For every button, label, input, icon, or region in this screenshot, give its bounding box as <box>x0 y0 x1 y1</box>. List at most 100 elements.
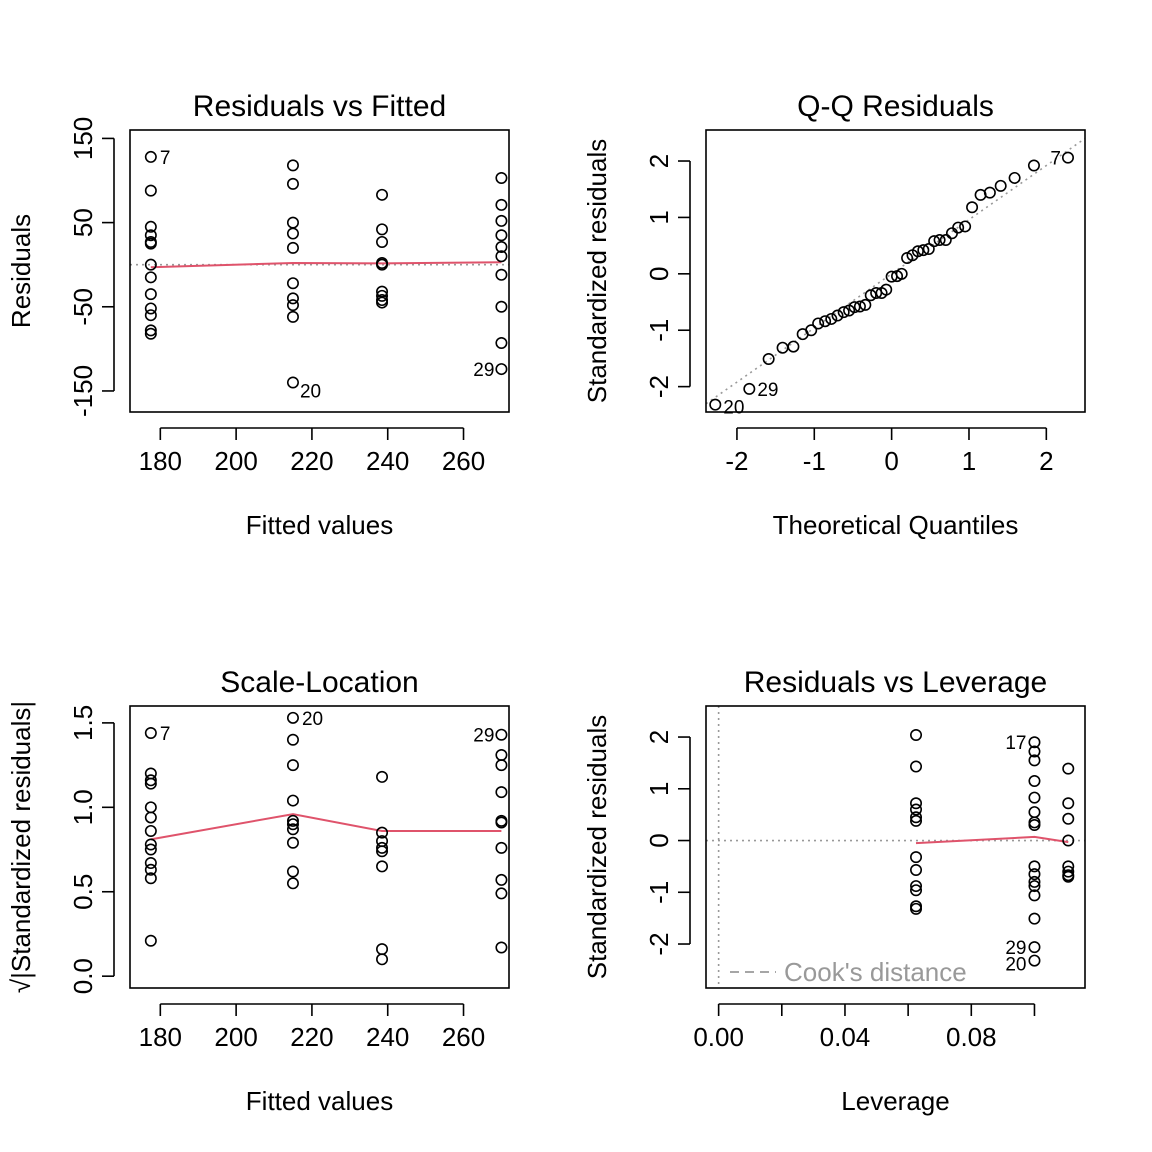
data-point <box>144 774 157 787</box>
panel-title: Residuals vs Leverage <box>744 666 1048 699</box>
data-point <box>994 179 1007 192</box>
data-point <box>1028 889 1041 902</box>
data-point <box>495 748 508 761</box>
x-tick-label: 260 <box>442 446 485 476</box>
data-point <box>812 317 825 330</box>
smooth-line <box>915 835 1069 845</box>
data-point <box>1062 812 1075 825</box>
data-point <box>286 733 299 746</box>
data-point <box>1061 151 1074 164</box>
data-point <box>1028 754 1041 767</box>
data-point <box>831 309 844 322</box>
data-point <box>495 816 508 829</box>
plot-frame <box>129 705 510 989</box>
smooth-line <box>150 813 502 841</box>
data-point <box>895 267 908 280</box>
data-point <box>144 801 157 814</box>
y-axis-label: √|Standardized residuals| <box>6 701 36 993</box>
x-tick-label: 200 <box>214 1022 257 1052</box>
panel-1: 7 20 29 180 200 220 240 260 -150 -50 50 150 Residual… <box>6 90 510 540</box>
panel-title: Scale-Location <box>220 666 418 699</box>
data-point <box>864 289 877 302</box>
x-axis-label: Theoretical Quantiles <box>773 510 1019 540</box>
point-label: 29 <box>1005 938 1026 959</box>
data-point <box>1028 875 1041 888</box>
data-point <box>376 860 389 873</box>
data-point <box>286 836 299 849</box>
legend-label: Cook's distance <box>784 957 967 987</box>
data-point <box>376 841 389 854</box>
legend: Cook's distance <box>730 957 967 987</box>
y-tick-label: -150 <box>68 365 98 417</box>
point-label: 7 <box>160 148 171 169</box>
y-tick-label: 2 <box>644 730 674 744</box>
data-point <box>959 220 972 233</box>
data-point <box>144 302 157 315</box>
data-point <box>1028 806 1041 819</box>
panel-2: 7 29 20 -2 -1 0 1 2 -2 -1 0 1 2 Q-Q Residuals Theoreti… <box>582 90 1086 540</box>
plot-frame <box>705 705 1086 989</box>
data-point <box>286 865 299 878</box>
x-axis-label: Leverage <box>841 1086 949 1116</box>
data-point <box>286 292 299 305</box>
data-point <box>983 186 996 199</box>
plot-frame <box>705 129 1086 413</box>
data-point <box>144 288 157 301</box>
data-point <box>495 229 508 242</box>
y-tick-label: 0 <box>644 267 674 281</box>
point-label: 20 <box>1005 955 1026 976</box>
point-label: 20 <box>723 398 744 419</box>
data-point <box>743 382 756 395</box>
data-point <box>709 398 722 411</box>
data-point <box>286 759 299 772</box>
x-tick-label: 220 <box>290 446 333 476</box>
data-point <box>495 873 508 886</box>
y-tick-label: 150 <box>68 117 98 160</box>
data-point <box>495 887 508 900</box>
data-point <box>144 258 157 271</box>
y-tick-label: 0.5 <box>68 874 98 910</box>
y-axis: -2 -1 0 1 2 <box>644 730 691 956</box>
x-tick-label: -2 <box>725 446 748 476</box>
data-point <box>495 941 508 954</box>
data-point <box>1028 880 1041 893</box>
data-point <box>1062 797 1075 810</box>
y-tick-label: 0.0 <box>68 958 98 994</box>
data-point <box>144 150 157 163</box>
x-axis-label: Fitted values <box>246 1086 393 1116</box>
x-tick-label: 260 <box>442 1022 485 1052</box>
x-tick-label: 1 <box>962 446 976 476</box>
data-point <box>144 863 157 876</box>
y-axis: -150 -50 50 150 <box>68 117 115 417</box>
y-axis-label: Standardized residuals <box>582 139 612 404</box>
data-point <box>144 843 157 856</box>
x-tick-label: 2 <box>1039 446 1053 476</box>
data-point <box>1028 941 1041 954</box>
point-label: 20 <box>300 382 321 403</box>
data-point <box>939 233 952 246</box>
data-point <box>144 324 157 337</box>
y-tick-label: -2 <box>644 375 674 398</box>
data-point <box>910 884 923 897</box>
y-tick-label: 50 <box>68 208 98 237</box>
data-point <box>819 315 832 328</box>
data-point <box>1028 791 1041 804</box>
y-tick-label: 1 <box>644 210 674 224</box>
data-point <box>495 759 508 772</box>
panel-title: Residuals vs Fitted <box>193 90 446 123</box>
data-point <box>376 235 389 248</box>
data-point <box>495 841 508 854</box>
data-point <box>376 770 389 783</box>
y-tick-label: -2 <box>644 932 674 955</box>
data-point <box>762 352 775 365</box>
data-point <box>286 818 299 831</box>
data-point <box>945 227 958 240</box>
data-point <box>376 188 389 201</box>
data-point <box>144 934 157 947</box>
data-point <box>144 777 157 790</box>
y-axis-label: Standardized residuals <box>582 715 612 980</box>
data-point <box>376 223 389 236</box>
data-point <box>144 824 157 837</box>
data-point <box>376 289 389 302</box>
